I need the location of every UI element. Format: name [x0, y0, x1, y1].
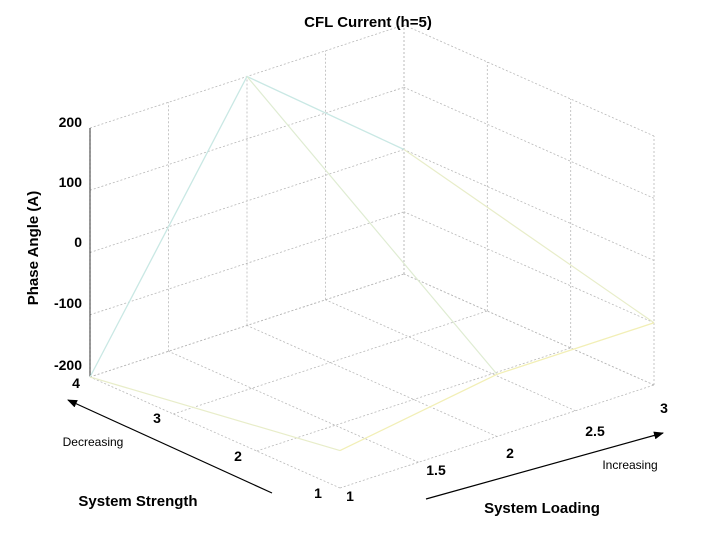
- x-tick-label: 1: [346, 488, 354, 504]
- y-direction-arrow: [67, 399, 273, 494]
- floor-gridline: [256, 347, 571, 452]
- x-tick-label: 2.5: [585, 423, 605, 439]
- side-wall-gridline: [403, 24, 655, 137]
- z-axis-label: Phase Angle (A): [25, 191, 42, 305]
- floor-gridline: [173, 310, 488, 415]
- x-direction-arrow: [425, 431, 664, 500]
- x-axis-label: System Loading: [484, 500, 600, 517]
- surface-ruling-line: [89, 376, 341, 452]
- z-tick-label: -200: [54, 357, 82, 373]
- side-wall-gridline: [403, 86, 655, 199]
- floor-gridline: [246, 325, 498, 437]
- x-tick-label: 1.5: [426, 462, 446, 478]
- y-tick-label: 2: [234, 448, 242, 464]
- floor-gridline: [339, 384, 655, 489]
- back-wall-gridline: [89, 211, 405, 316]
- y-tick-labels: 4 3 2 1: [72, 375, 322, 501]
- side-wall-gridline: [403, 149, 655, 261]
- chart-title: CFL Current (h=5): [304, 14, 432, 31]
- z-tick-label: -100: [54, 295, 82, 311]
- y-tick-label: 1: [314, 485, 322, 501]
- z-tick-label: 100: [59, 174, 83, 190]
- x-tick-label: 2: [506, 445, 514, 461]
- x-tick-label: 3: [660, 400, 668, 416]
- floor-gridline: [168, 350, 419, 463]
- x-tick-labels: 1 1.5 2 2.5 3: [346, 400, 668, 504]
- x-direction-annotation: Increasing: [602, 458, 657, 472]
- back-wall-gridline: [89, 86, 405, 191]
- y-tick-label: 3: [153, 410, 161, 426]
- floor-gridline: [89, 376, 341, 489]
- surface-ruling-line: [246, 76, 498, 375]
- y-tick-label: 4: [72, 375, 80, 391]
- z-tick-labels: 200 100 0 -100 -200: [54, 114, 82, 373]
- y-direction-annotation: Decreasing: [63, 435, 124, 449]
- surface-layer: [89, 75, 655, 452]
- floor-gridline: [325, 299, 576, 412]
- back-wall-gridline: [89, 273, 405, 378]
- back-wall-gridline: [89, 149, 405, 253]
- z-tick-label: 0: [74, 234, 82, 250]
- y-axis-label: System Strength: [78, 493, 197, 510]
- side-wall-gridline: [403, 211, 655, 324]
- grid-layer: [89, 24, 655, 489]
- side-wall-gridline: [403, 273, 655, 386]
- series-line: [339, 322, 655, 452]
- series-line: [89, 75, 405, 378]
- z-tick-label: 200: [59, 114, 83, 130]
- surface-ruling-line: [403, 149, 655, 324]
